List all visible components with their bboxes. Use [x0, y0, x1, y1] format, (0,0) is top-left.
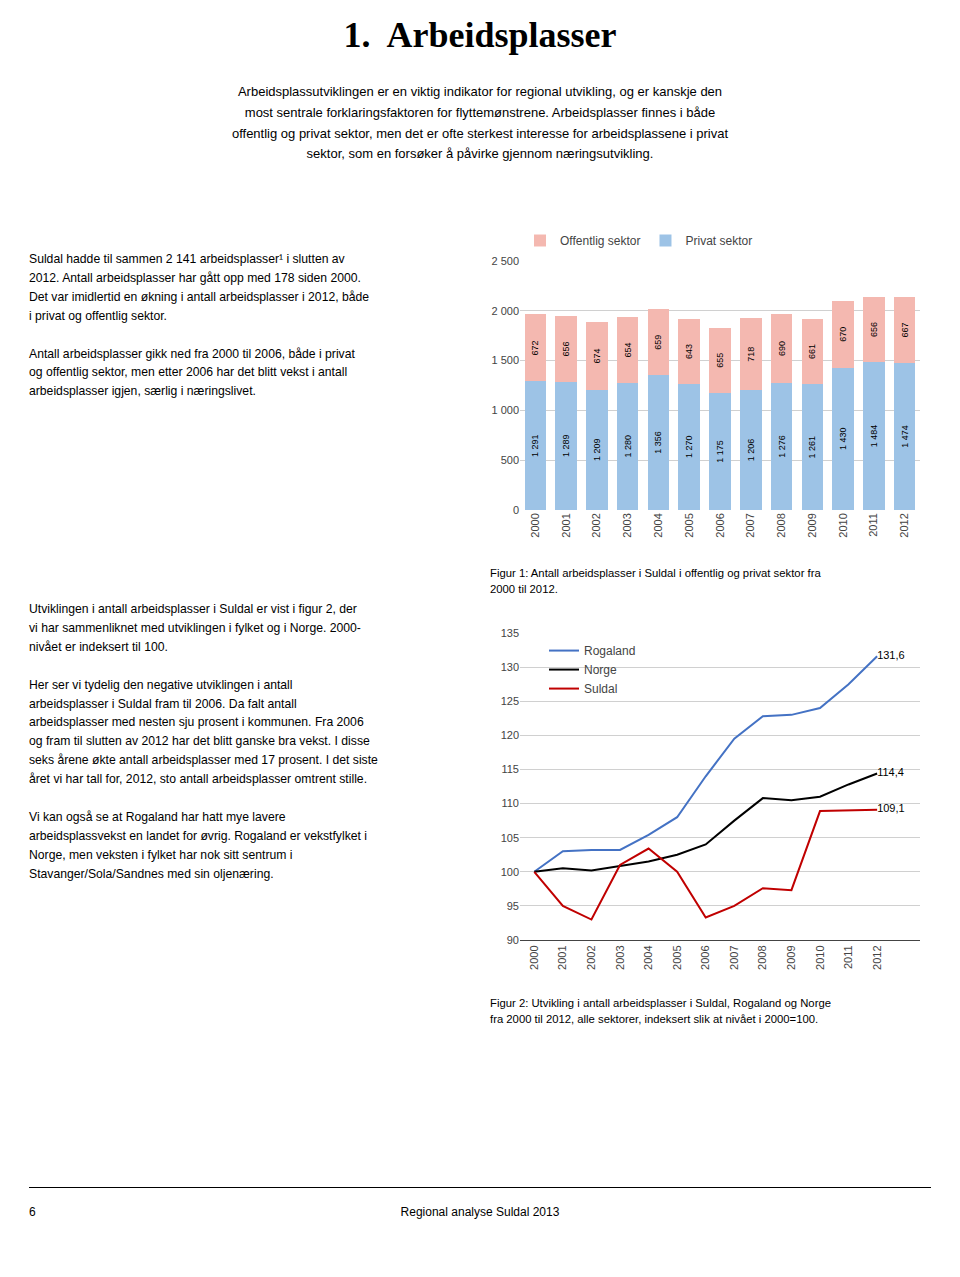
- svg-text:Rogaland: Rogaland: [584, 644, 635, 658]
- html-text:Figur 1: Antall arbeidsplasser: Figur 1: Antall arbeidsplasser i Suldal …: [490, 567, 821, 595]
- svg-text:1 500: 1 500: [491, 354, 519, 366]
- svg-text:2005: 2005: [683, 513, 695, 537]
- svg-text:110: 110: [501, 797, 519, 809]
- svg-text:690: 690: [777, 341, 787, 356]
- svg-text:1 261: 1 261: [807, 436, 817, 459]
- svg-text:2002: 2002: [590, 513, 602, 537]
- svg-text:2011: 2011: [867, 513, 879, 537]
- html-text:Utviklingen i antall arbeidspl: Utviklingen i antall arbeidsplasser i Su…: [29, 602, 378, 881]
- svg-text:2012: 2012: [898, 513, 910, 537]
- svg-text:1 175: 1 175: [715, 440, 725, 463]
- svg-text:1 000: 1 000: [491, 404, 519, 416]
- svg-text:130: 130: [501, 661, 519, 673]
- svg-text:661: 661: [807, 344, 817, 359]
- svg-text:1 291: 1 291: [530, 434, 540, 457]
- svg-text:2010: 2010: [837, 513, 849, 537]
- svg-text:2008: 2008: [775, 513, 787, 537]
- svg-text:2004: 2004: [652, 513, 664, 537]
- svg-text:Suldal: Suldal: [584, 682, 617, 696]
- html-text:Suldal hadde til sammen 2 141: Suldal hadde til sammen 2 141 arbeidspla…: [29, 252, 370, 399]
- svg-text:135: 135: [501, 627, 519, 639]
- svg-text:654: 654: [623, 342, 633, 357]
- svg-text:1 280: 1 280: [623, 435, 633, 458]
- svg-text:90: 90: [507, 934, 519, 946]
- svg-text:1 430: 1 430: [838, 428, 848, 451]
- svg-text:2000: 2000: [528, 945, 540, 969]
- svg-text:105: 105: [501, 832, 519, 844]
- svg-text:1 289: 1 289: [561, 435, 571, 458]
- svg-text:1 356: 1 356: [653, 431, 663, 454]
- svg-text:655: 655: [715, 353, 725, 368]
- svg-text:100: 100: [501, 866, 519, 878]
- svg-text:500: 500: [501, 454, 519, 466]
- svg-text:95: 95: [507, 900, 519, 912]
- svg-text:125: 125: [501, 695, 519, 707]
- svg-text:674: 674: [592, 348, 602, 363]
- html-text:Figur 2: Utvikling i antall ar: Figur 2: Utvikling i antall arbeidsplass…: [490, 997, 831, 1025]
- html-text:Arbeidsplassutviklingen er en: Arbeidsplassutviklingen er en viktig ind…: [231, 84, 729, 162]
- svg-text:1 209: 1 209: [592, 439, 602, 462]
- svg-text:1 474: 1 474: [900, 425, 910, 448]
- svg-text:2004: 2004: [642, 945, 654, 969]
- svg-text:2007: 2007: [728, 945, 740, 969]
- svg-text:1 270: 1 270: [684, 435, 694, 458]
- svg-text:2010: 2010: [814, 945, 826, 969]
- svg-text:Privat sektor: Privat sektor: [685, 234, 752, 248]
- svg-text:Norge: Norge: [584, 663, 617, 677]
- svg-text:2011: 2011: [842, 945, 854, 969]
- svg-text:656: 656: [561, 341, 571, 356]
- svg-text:718: 718: [746, 347, 756, 362]
- svg-text:2005: 2005: [671, 945, 683, 969]
- svg-text:2001: 2001: [556, 945, 568, 969]
- svg-text:109,1: 109,1: [877, 802, 905, 814]
- svg-text:1 276: 1 276: [777, 435, 787, 458]
- svg-text:672: 672: [530, 340, 540, 355]
- svg-text:667: 667: [900, 322, 910, 337]
- svg-text:2006: 2006: [699, 945, 711, 969]
- svg-text:670: 670: [838, 327, 848, 342]
- html-text:Regional analyse Suldal 2013: Regional analyse Suldal 2013: [400, 1205, 560, 1219]
- svg-text:2003: 2003: [621, 513, 633, 537]
- svg-text:656: 656: [869, 322, 879, 337]
- svg-text:114,4: 114,4: [877, 766, 904, 778]
- svg-text:643: 643: [684, 344, 694, 359]
- svg-text:2003: 2003: [614, 945, 626, 969]
- svg-text:2012: 2012: [871, 945, 883, 969]
- svg-text:115: 115: [501, 763, 519, 775]
- svg-text:2002: 2002: [585, 945, 597, 969]
- svg-text:2006: 2006: [714, 513, 726, 537]
- svg-text:659: 659: [653, 335, 663, 350]
- svg-text:0: 0: [513, 504, 519, 516]
- svg-text:2 000: 2 000: [491, 305, 519, 317]
- svg-text:2007: 2007: [744, 513, 756, 537]
- svg-text:2001: 2001: [560, 513, 572, 537]
- svg-text:Offentlig sektor: Offentlig sektor: [560, 234, 640, 248]
- svg-text:2009: 2009: [806, 513, 818, 537]
- html-text:1. Arbeidsplasser: 1. Arbeidsplasser: [343, 15, 617, 55]
- svg-text:1 484: 1 484: [869, 425, 879, 448]
- svg-text:2000: 2000: [529, 513, 541, 537]
- html-text:6: 6: [29, 1205, 36, 1219]
- svg-text:2 500: 2 500: [491, 255, 519, 267]
- svg-text:131,6: 131,6: [877, 649, 905, 661]
- svg-text:2009: 2009: [785, 945, 797, 969]
- svg-text:120: 120: [501, 729, 519, 741]
- svg-text:1 206: 1 206: [746, 439, 756, 462]
- svg-text:2008: 2008: [756, 945, 768, 969]
